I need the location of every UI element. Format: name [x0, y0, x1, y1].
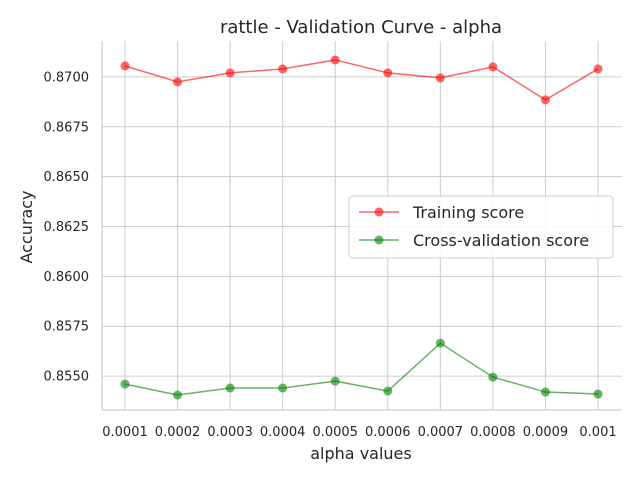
data-point-training — [383, 68, 393, 78]
data-point-training — [435, 73, 445, 83]
series — [120, 55, 603, 400]
y-tick-label: 0.8675 — [44, 120, 90, 135]
y-tick-labels: 0.8550 0.8575 0.8600 0.8625 0.8650 0.8675 0.87… — [44, 70, 90, 384]
data-point-training — [330, 55, 340, 65]
y-tick-label: 0.8700 — [44, 70, 90, 85]
data-point-cv — [488, 372, 498, 382]
y-axis-label: Accuracy — [17, 190, 36, 263]
data-point-cv — [173, 390, 183, 400]
data-point-training — [593, 64, 603, 74]
data-point-training — [540, 95, 550, 105]
data-point-cv — [225, 383, 235, 393]
y-tick-label: 0.8600 — [44, 270, 90, 285]
series-line-training — [124, 59, 599, 101]
x-tick-label: 0.001 — [579, 425, 616, 440]
data-point-cv — [540, 387, 550, 397]
data-point-training — [173, 77, 183, 87]
x-tick-label: 0.0009 — [523, 425, 569, 440]
x-tick-label: 0.0007 — [418, 425, 464, 440]
x-tick-label: 0.0001 — [102, 425, 148, 440]
series-line-cv — [124, 342, 599, 396]
data-point-cv — [120, 379, 130, 389]
legend-label-training: Training score — [412, 203, 524, 222]
chart-title: rattle - Validation Curve - alpha — [220, 17, 502, 38]
legend-marker-training — [374, 207, 384, 217]
y-tick-label: 0.8650 — [44, 170, 90, 185]
y-tick-label: 0.8575 — [44, 320, 90, 335]
x-tick-label: 0.0004 — [260, 425, 306, 440]
x-tick-labels: 0.0001 0.0002 0.0003 0.0004 0.0005 0.0006 0.00… — [102, 425, 616, 440]
data-point-cv — [435, 338, 445, 348]
axes — [101, 41, 622, 411]
data-point-cv — [278, 383, 288, 393]
x-tick-label: 0.0002 — [155, 425, 201, 440]
x-tick-label: 0.0005 — [312, 425, 358, 440]
x-tick-label: 0.0003 — [207, 425, 253, 440]
y-tick-label: 0.8625 — [44, 220, 90, 235]
y-tick-label: 0.8550 — [44, 370, 90, 385]
data-point-training — [120, 61, 130, 71]
data-point-cv — [383, 386, 393, 396]
legend-box — [348, 195, 614, 259]
x-axis-label: alpha values — [310, 444, 411, 463]
data-point-training — [488, 62, 498, 72]
legend-marker-cv — [374, 235, 384, 245]
data-point-cv — [330, 376, 340, 386]
data-point-training — [225, 68, 235, 78]
x-tick-label: 0.0008 — [470, 425, 516, 440]
legend: Training score Cross-validation score — [348, 195, 614, 259]
legend-label-cv: Cross-validation score — [413, 231, 589, 250]
x-tick-label: 0.0006 — [365, 425, 411, 440]
data-point-cv — [593, 389, 603, 399]
data-point-training — [278, 64, 288, 74]
